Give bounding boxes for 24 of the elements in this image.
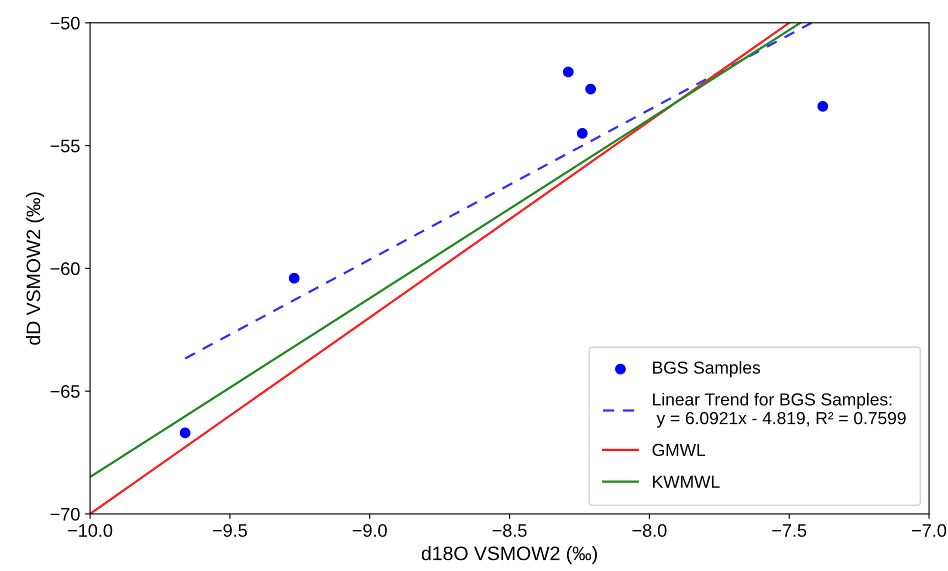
legend-label: KWMWL [653,476,720,488]
x-tick-label: −10.0 [68,524,112,537]
y-axis-title: dD VSMOW2 (‰) [26,192,44,345]
x-tick-label: −8.5 [492,524,527,537]
y-tick-label: −70 [50,508,80,521]
x-tick-label: −9.5 [212,524,247,537]
x-tick-label: −7.5 [772,524,806,537]
y-tick-label: −60 [50,262,80,276]
legend-label: GMWL [652,444,706,456]
point [576,128,588,139]
y-tick-label: −65 [50,385,80,398]
x-tick-label: −9.0 [352,524,387,537]
point [562,66,574,78]
y-tick-label: −55 [50,140,80,152]
x-axis-title: d18O VSMOW2 (‰) [422,546,597,564]
point [288,272,300,284]
x-tick-label: −7.0 [912,524,946,537]
point [817,100,828,112]
x-tick-label: −8.0 [632,524,666,537]
legend-label: BGS Samples [653,361,760,378]
legend-label: Linear Trend for BGS Samples: y = 6.0921x - 4.819, R² = 0.7599 [653,392,906,428]
point [180,428,190,438]
y-tick-label: −50 [50,16,80,30]
point [585,84,596,94]
